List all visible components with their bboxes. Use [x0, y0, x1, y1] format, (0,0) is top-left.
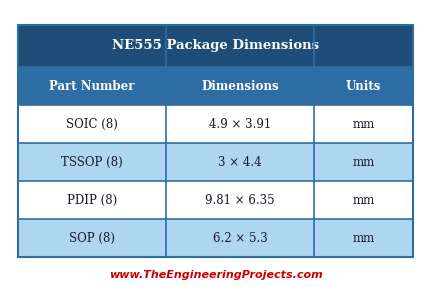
Bar [18, 181, 412, 219]
Text: SOP (8): SOP (8) [69, 232, 115, 245]
Text: Dimensions: Dimensions [201, 79, 278, 92]
Text: SOIC (8): SOIC (8) [66, 117, 118, 131]
Bar [18, 25, 412, 257]
Bar [18, 219, 412, 257]
Text: 6.2 × 5.3: 6.2 × 5.3 [212, 232, 267, 245]
Text: TSSOP (8): TSSOP (8) [61, 156, 123, 168]
Text: www.TheEngineeringProjects.com: www.TheEngineeringProjects.com [108, 270, 322, 280]
Text: 3 × 4.4: 3 × 4.4 [218, 156, 261, 168]
Text: PDIP (8): PDIP (8) [67, 193, 117, 207]
Text: mm: mm [352, 117, 374, 131]
Text: NE555 Package Dimensions: NE555 Package Dimensions [112, 40, 318, 53]
Text: mm: mm [352, 193, 374, 207]
Text: mm: mm [352, 232, 374, 245]
Text: 9.81 × 6.35: 9.81 × 6.35 [205, 193, 274, 207]
Text: Units: Units [345, 79, 381, 92]
Bar [18, 143, 412, 181]
Text: Part Number: Part Number [49, 79, 135, 92]
Bar [18, 105, 412, 143]
Bar [18, 25, 412, 67]
Text: mm: mm [352, 156, 374, 168]
Text: 4.9 × 3.91: 4.9 × 3.91 [209, 117, 270, 131]
Bar [18, 67, 412, 105]
